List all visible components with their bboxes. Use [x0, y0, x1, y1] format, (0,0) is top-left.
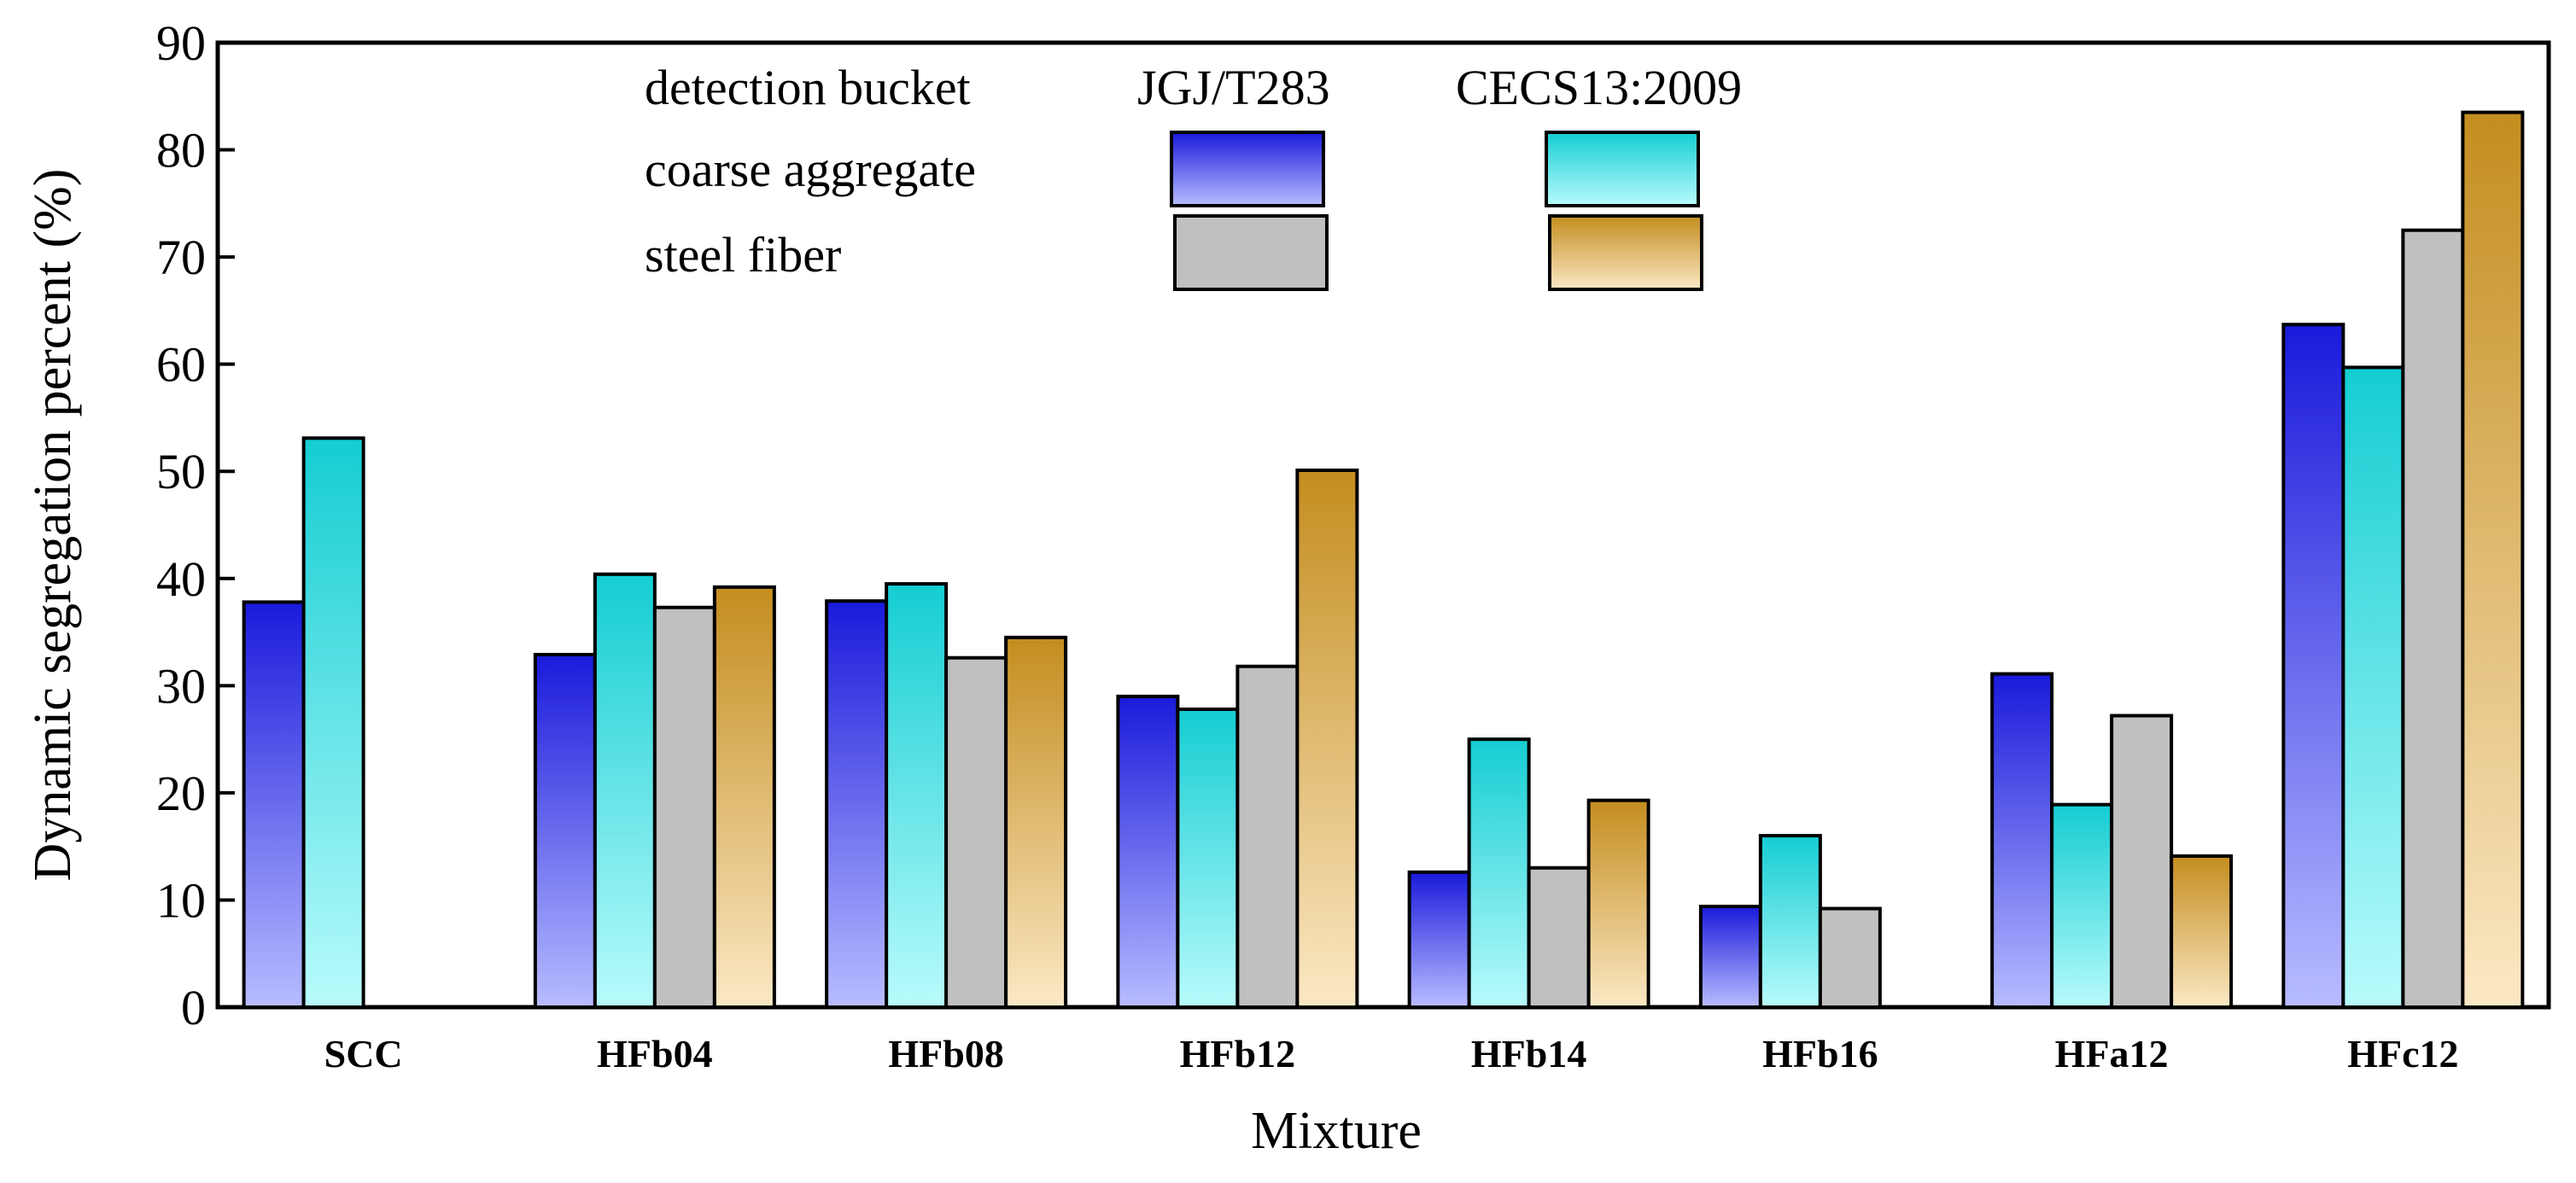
legend: detection bucket JGJ/T283 CECS13:2009 co… [645, 60, 1742, 291]
bar-hfb16-series-1 [1698, 904, 1762, 1010]
bar-scc-series-2 [301, 436, 365, 1009]
bar-hfa12-series-3 [2110, 714, 2174, 1009]
y-tick-label: 80 [156, 123, 206, 178]
bar-hfb16-series-3 [1818, 906, 1882, 1009]
y-tick-label: 10 [156, 872, 206, 928]
y-tick-label: 60 [156, 337, 206, 393]
bar-hfc12-series-1 [2281, 323, 2345, 1009]
bar-hfb16-series-2 [1758, 834, 1822, 1009]
bar-hfb12-series-1 [1116, 694, 1180, 1010]
bar-hfb08-series-1 [825, 599, 889, 1010]
x-category-label: HFb08 [888, 1032, 1003, 1075]
bar-hfb08-series-3 [944, 656, 1008, 1009]
legend-row-steel-fiber: steel fiber [645, 227, 841, 283]
bar-hfb12-series-4 [1295, 468, 1359, 1009]
bar-hfb04-series-2 [593, 572, 657, 1009]
bar-hfb08-series-2 [885, 582, 949, 1009]
legend-swatch-steel-cecs [1548, 214, 1703, 291]
y-tick-label: 90 [156, 15, 206, 71]
legend-column-jgj: JGJ/T283 [1137, 60, 1330, 115]
bar-hfb12-series-2 [1176, 707, 1240, 1009]
bars-group [242, 110, 2525, 1010]
y-axis-title: Dynamic segregation percent (%) [24, 169, 82, 882]
legend-swatch-coarse-cecs [1545, 131, 1700, 207]
bar-hfb04-series-4 [712, 585, 776, 1009]
x-category-label: HFb14 [1471, 1032, 1586, 1075]
bar-hfb04-series-3 [652, 605, 716, 1010]
y-axis: 0 10 20 30 40 50 60 70 80 90 [156, 15, 235, 1035]
x-category-label: SCC [324, 1032, 403, 1075]
bar-hfc12-series-2 [2341, 365, 2405, 1009]
y-tick-label: 70 [156, 230, 206, 285]
x-category-label: HFb04 [597, 1032, 712, 1075]
bar-hfb14-series-4 [1586, 798, 1650, 1010]
y-tick-label: 0 [181, 980, 206, 1035]
bar-hfa12-series-2 [2050, 802, 2114, 1010]
legend-swatch-steel-jgj [1173, 214, 1329, 291]
bar-hfc12-series-4 [2461, 110, 2525, 1010]
bar-hfb04-series-1 [533, 652, 597, 1010]
x-category-label: HFc12 [2347, 1032, 2458, 1075]
bar-scc-series-1 [242, 600, 306, 1010]
x-category-label: HFb12 [1180, 1032, 1295, 1075]
bar-hfb14-series-2 [1467, 737, 1531, 1009]
bar-hfa12-series-4 [2170, 854, 2234, 1010]
y-tick-label: 20 [156, 766, 206, 821]
bar-hfc12-series-3 [2401, 228, 2465, 1009]
y-tick-label: 40 [156, 551, 206, 607]
x-axis: SCC HFb04 HFb08 HFb12 HFb14 HFb16 HFa12 HFc12 [324, 1032, 2459, 1075]
x-category-label: HFb16 [1762, 1032, 1878, 1075]
bar-hfa12-series-1 [1990, 672, 2054, 1009]
y-tick-label: 50 [156, 444, 206, 499]
legend-header: detection bucket [645, 60, 971, 115]
x-category-label: HFa12 [2055, 1032, 2169, 1075]
legend-row-coarse-aggregate: coarse aggregate [645, 142, 976, 197]
bar-hfb08-series-4 [1004, 635, 1068, 1009]
y-tick-label: 30 [156, 658, 206, 714]
plot-frame [215, 40, 2551, 1010]
bar-hfb14-series-1 [1407, 870, 1471, 1009]
legend-swatch-coarse-jgj [1170, 131, 1325, 207]
bar-hfb12-series-3 [1235, 664, 1300, 1009]
x-axis-title: Mixture [1251, 1102, 1422, 1160]
legend-column-cecs: CECS13:2009 [1456, 60, 1742, 115]
bar-hfb14-series-3 [1527, 865, 1591, 1009]
